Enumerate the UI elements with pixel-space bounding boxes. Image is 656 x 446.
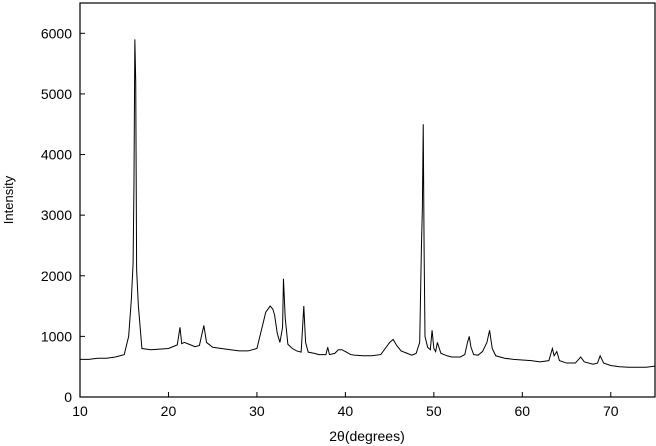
x-tick-label: 40 bbox=[338, 403, 354, 419]
y-tick-label: 0 bbox=[64, 389, 72, 405]
y-tick-label: 3000 bbox=[41, 207, 72, 223]
x-tick-label: 30 bbox=[249, 403, 265, 419]
y-tick-label: 2000 bbox=[41, 268, 72, 284]
y-tick-label: 6000 bbox=[41, 25, 72, 41]
x-tick-label: 50 bbox=[426, 403, 442, 419]
y-axis: 0 1000 2000 3000 4000 5000 6000 bbox=[41, 25, 85, 405]
x-tick-label: 10 bbox=[72, 403, 88, 419]
x-tick-label: 60 bbox=[515, 403, 531, 419]
x-tick-label: 20 bbox=[161, 403, 177, 419]
y-tick-label: 4000 bbox=[41, 147, 72, 163]
series-line bbox=[80, 39, 656, 368]
x-axis: 10 20 30 40 50 60 70 bbox=[72, 392, 619, 419]
x-axis-title: 2θ(degrees) bbox=[329, 428, 405, 444]
y-tick-label: 1000 bbox=[41, 328, 72, 344]
x-tick-label: 70 bbox=[603, 403, 619, 419]
plot-area-frame bbox=[79, 2, 656, 398]
y-axis-title: Intensity bbox=[1, 175, 16, 224]
y-tick-label: 5000 bbox=[41, 86, 72, 102]
